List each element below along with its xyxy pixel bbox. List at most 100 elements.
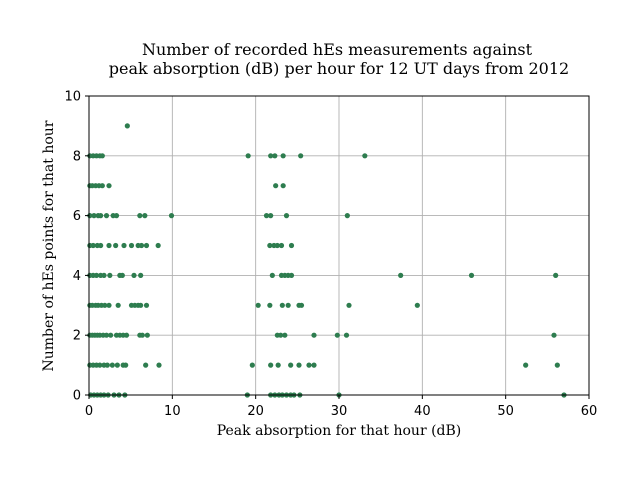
data-point [306, 362, 312, 368]
data-point [106, 242, 112, 249]
x-tick-label: 10 [164, 404, 181, 419]
data-point [114, 362, 120, 368]
data-point [255, 302, 261, 308]
y-axis-label: Number of hEs points for that hour [41, 120, 57, 371]
data-point [143, 302, 150, 308]
data-point [288, 362, 294, 368]
data-point [553, 272, 559, 278]
data-point [267, 242, 273, 249]
data-point [99, 153, 105, 159]
y-tick-label: 6 [73, 209, 81, 224]
data-point [137, 213, 143, 219]
data-point [168, 213, 175, 219]
data-point [113, 242, 119, 249]
data-point [106, 302, 112, 308]
data-point [268, 213, 274, 219]
data-point [124, 123, 130, 129]
data-point [102, 302, 108, 308]
data-point [288, 272, 295, 278]
data-point [268, 362, 274, 368]
x-tick-label: 50 [497, 404, 514, 419]
data-points [87, 123, 567, 398]
data-point [139, 332, 145, 338]
data-point [311, 362, 317, 368]
data-point [91, 213, 97, 219]
x-tick-label: 0 [85, 404, 93, 419]
data-point [280, 183, 286, 189]
data-point [268, 153, 274, 159]
data-point [362, 153, 368, 159]
data-point [278, 242, 285, 249]
data-point [263, 213, 270, 219]
data-point [97, 362, 103, 368]
data-point [311, 332, 317, 338]
data-point [298, 153, 304, 159]
data-point [138, 242, 145, 249]
data-point [106, 183, 112, 189]
data-point [123, 332, 130, 338]
data-point [99, 183, 105, 189]
data-point [343, 332, 350, 338]
data-point [103, 213, 110, 219]
data-point [107, 272, 113, 278]
data-point [468, 272, 475, 278]
data-point [267, 302, 273, 308]
data-point [156, 362, 162, 368]
y-tick-label: 10 [64, 90, 81, 105]
data-point [278, 332, 284, 338]
y-tick-label: 0 [73, 389, 81, 404]
data-point [554, 362, 560, 368]
data-point [104, 362, 110, 368]
data-point [108, 332, 114, 338]
x-tick-label: 20 [247, 404, 264, 419]
data-point [288, 242, 295, 249]
data-point [144, 332, 150, 338]
data-point [280, 153, 286, 159]
data-point [142, 213, 148, 219]
data-point [275, 362, 281, 368]
data-point [93, 272, 100, 278]
data-point [344, 213, 350, 219]
data-point [138, 272, 144, 278]
data-point [115, 302, 121, 308]
data-point [131, 272, 137, 278]
data-point [109, 362, 115, 368]
data-point [269, 272, 275, 278]
x-tick-label: 60 [581, 404, 598, 419]
data-point [98, 242, 104, 249]
y-tick-label: 4 [73, 269, 81, 284]
data-point [121, 242, 127, 249]
data-point [143, 362, 149, 368]
grid-lines [88, 95, 590, 396]
data-point [103, 332, 110, 338]
data-point [273, 183, 279, 189]
data-point [272, 153, 278, 159]
y-tick-label: 2 [73, 329, 81, 344]
data-point [90, 242, 96, 249]
data-point [414, 302, 420, 308]
data-point [346, 302, 352, 308]
data-point [298, 302, 305, 308]
data-point [245, 153, 251, 159]
data-point [98, 213, 104, 219]
data-point [274, 242, 280, 249]
chart-title-line-2: peak absorption (dB) per hour for 12 UT … [109, 59, 569, 78]
x-tick-label: 40 [414, 404, 431, 419]
chart-title-line-1: Number of recorded hEs measurements agai… [142, 40, 533, 59]
data-point [249, 362, 255, 368]
data-point [285, 302, 291, 308]
x-axis-label: Peak absorption for that hour (dB) [217, 423, 462, 439]
x-tick-label: 30 [331, 404, 348, 419]
data-point [523, 362, 529, 368]
data-point [334, 332, 340, 338]
data-point [398, 272, 404, 278]
data-point [279, 302, 285, 308]
axis-ticks: 0 10 20 30 40 50 60 0 2 4 6 8 10 [64, 90, 597, 420]
data-point [296, 362, 302, 368]
data-point [101, 272, 107, 278]
data-point [551, 332, 557, 338]
y-tick-label: 8 [73, 149, 81, 164]
data-point [128, 242, 135, 249]
data-point [119, 272, 125, 278]
